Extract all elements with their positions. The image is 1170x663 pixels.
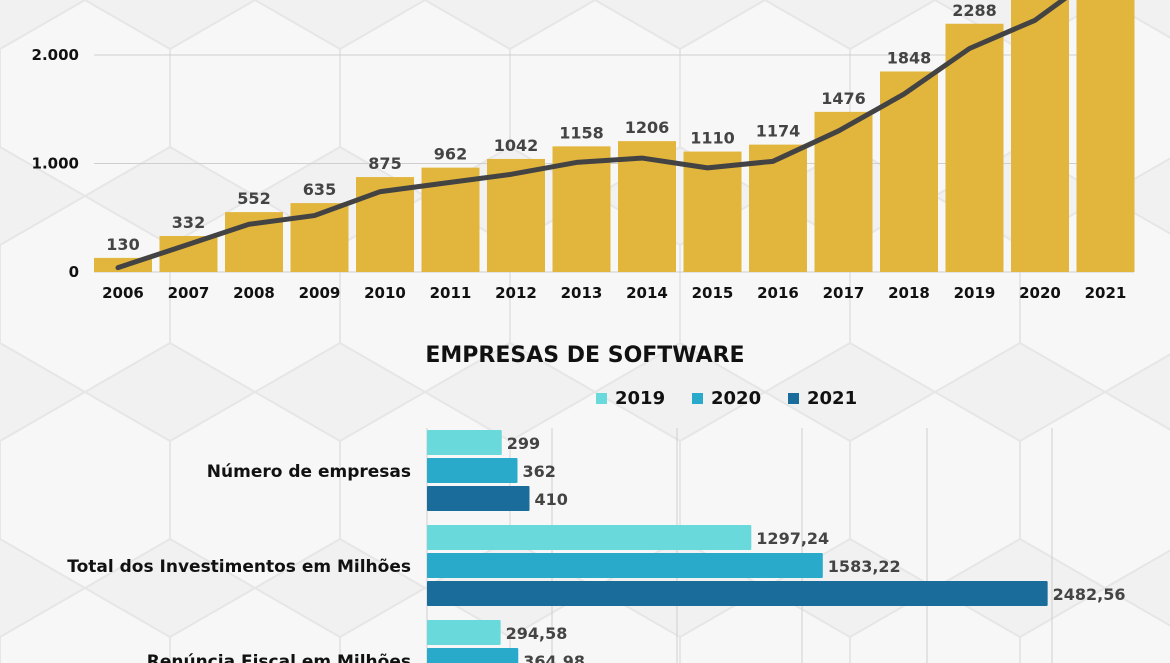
value-label: 962 bbox=[434, 145, 467, 164]
value-label: 362 bbox=[523, 462, 556, 481]
bar bbox=[427, 486, 530, 511]
x-tick-label: 2017 bbox=[823, 284, 865, 302]
value-label: 410 bbox=[535, 490, 568, 509]
x-tick-label: 2010 bbox=[364, 284, 406, 302]
value-label: 875 bbox=[368, 154, 401, 173]
value-labels: 130 332 552 635 875 962 1042 1158 1206 1110 1174 14… bbox=[106, 1, 996, 254]
value-label: 130 bbox=[106, 235, 139, 254]
bar bbox=[683, 151, 742, 272]
value-label: 1174 bbox=[756, 122, 801, 141]
x-tick-label: 2014 bbox=[626, 284, 668, 302]
x-tick-label: 2011 bbox=[430, 284, 472, 302]
value-label: 364,98 bbox=[523, 652, 585, 663]
value-label: 1042 bbox=[494, 136, 539, 155]
legend-label: 2021 bbox=[807, 388, 857, 409]
y-tick-label: 2.000 bbox=[32, 46, 79, 64]
value-label: 1206 bbox=[625, 118, 670, 137]
value-label: 1158 bbox=[559, 123, 604, 142]
bar bbox=[1011, 0, 1069, 272]
bar bbox=[427, 525, 752, 550]
category-label: Número de empresas bbox=[207, 462, 411, 482]
value-label: 635 bbox=[303, 180, 336, 199]
category-label: Renúncia Fiscal em Milhões bbox=[147, 652, 411, 663]
bar bbox=[945, 23, 1004, 273]
bars bbox=[427, 430, 1048, 663]
value-labels: 299 362 410 1297,24 1583,22 2482,56 294,58 364,… bbox=[506, 434, 1126, 663]
value-label: 332 bbox=[172, 213, 205, 232]
bar bbox=[749, 144, 807, 272]
x-tick-label: 2016 bbox=[757, 284, 799, 302]
value-label: 294,58 bbox=[506, 624, 568, 643]
value-label: 1848 bbox=[887, 48, 932, 67]
value-label: 299 bbox=[507, 434, 540, 453]
legend-swatch bbox=[692, 393, 703, 404]
y-axis-ticks: 0 1.000 2.000 bbox=[32, 46, 79, 281]
x-tick-label: 2021 bbox=[1085, 284, 1127, 302]
trend-line bbox=[115, 0, 1068, 271]
x-tick-label: 2008 bbox=[233, 284, 275, 302]
category-label: Total dos Investimentos em Milhões bbox=[67, 557, 411, 577]
x-tick-label: 2019 bbox=[954, 284, 996, 302]
bar bbox=[427, 458, 518, 483]
x-tick-label: 2018 bbox=[888, 284, 930, 302]
bar bbox=[427, 581, 1048, 606]
value-label: 1583,22 bbox=[828, 557, 901, 576]
bars bbox=[94, 0, 1135, 273]
bar bbox=[159, 235, 218, 272]
value-label: 1110 bbox=[690, 129, 735, 148]
chart-title: EMPRESAS DE SOFTWARE bbox=[425, 343, 744, 368]
category-labels: Número de empresas Total dos Investimento… bbox=[67, 462, 411, 663]
value-label: 1297,24 bbox=[756, 529, 829, 548]
software-companies-chart: EMPRESAS DE SOFTWARE 2019 2020 2021 Número… bbox=[67, 343, 1126, 663]
y-tick-label: 1.000 bbox=[32, 155, 79, 173]
x-tick-label: 2015 bbox=[692, 284, 734, 302]
x-tick-label: 2006 bbox=[102, 284, 144, 302]
x-axis-ticks: 2006 2007 2008 2009 2010 2011 2012 2013 2014 2015… bbox=[102, 284, 1126, 302]
x-tick-label: 2012 bbox=[495, 284, 537, 302]
bar bbox=[427, 553, 823, 578]
x-tick-label: 2007 bbox=[168, 284, 210, 302]
value-label: 1476 bbox=[821, 89, 866, 108]
yearly-bar-line-chart: 0 1.000 2.000 130 332 552 635 875 962 1042 1158 12… bbox=[32, 0, 1135, 302]
bar bbox=[427, 648, 519, 663]
bar bbox=[427, 620, 501, 645]
x-tick-label: 2020 bbox=[1019, 284, 1061, 302]
x-tick-label: 2013 bbox=[561, 284, 603, 302]
legend-label: 2020 bbox=[711, 388, 761, 409]
x-tick-label: 2009 bbox=[299, 284, 341, 302]
legend: 2019 2020 2021 bbox=[596, 388, 857, 409]
bar bbox=[1076, 0, 1135, 272]
legend-swatch bbox=[788, 393, 799, 404]
y-tick-label: 0 bbox=[69, 263, 79, 281]
value-label: 2288 bbox=[952, 1, 997, 20]
trend-line-path bbox=[115, 0, 1068, 271]
legend-swatch bbox=[596, 393, 607, 404]
bar bbox=[427, 430, 502, 455]
legend-label: 2019 bbox=[615, 388, 665, 409]
value-label: 552 bbox=[237, 189, 270, 208]
value-label: 2482,56 bbox=[1053, 585, 1126, 604]
